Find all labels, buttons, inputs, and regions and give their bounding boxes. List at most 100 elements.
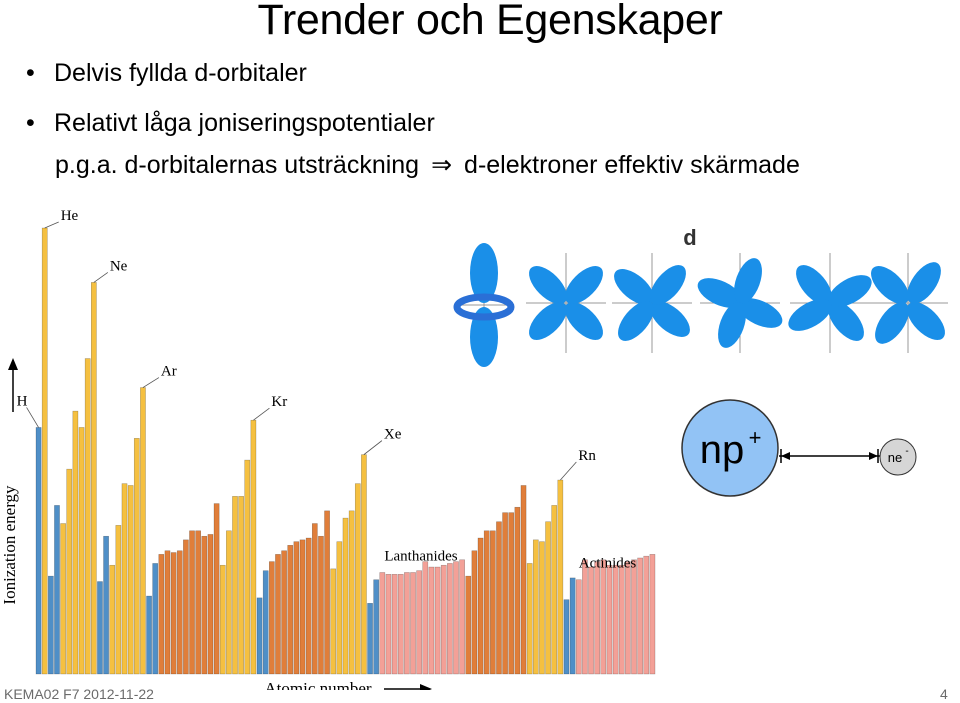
bar-44 <box>299 539 306 675</box>
bar-58 <box>385 574 392 675</box>
bar-30 <box>213 503 220 675</box>
bar-21 <box>158 554 165 675</box>
bar-32 <box>226 530 232 675</box>
bar-86 <box>557 479 564 675</box>
bar-16 <box>127 485 134 675</box>
bar-54 <box>361 454 367 675</box>
bullet-text: Delvis fyllda d-orbitaler <box>54 59 307 87</box>
nucleus-charge: + <box>749 425 762 450</box>
bar-81 <box>526 563 533 675</box>
label-leader-line <box>93 272 109 283</box>
bar-50 <box>336 541 343 675</box>
bar-13 <box>109 564 116 675</box>
bar-18 <box>140 387 146 675</box>
bar-27 <box>195 530 201 675</box>
element-labels: He Ne H Ar Kr Xe Rn Lanthanides Actinides <box>17 208 637 572</box>
bar-87 <box>563 599 570 675</box>
implies-arrow-icon: ⇒ <box>431 151 453 179</box>
page-number: 4 <box>940 686 948 702</box>
nucleus-diagram: np + ne - <box>681 399 917 497</box>
element-label: Ne <box>110 258 128 274</box>
bar-72 <box>471 550 478 675</box>
dx2y2-orbital-icon <box>788 253 872 353</box>
x-axis-arrow-icon <box>384 684 432 690</box>
sub-bullet: p.g.a. d-orbitalernas utsträckning ⇒ d-ele… <box>55 150 800 180</box>
bar-95 <box>612 564 619 675</box>
bar-53 <box>354 483 361 675</box>
bar-91 <box>588 566 594 675</box>
bar-19 <box>146 595 152 675</box>
bar-1 <box>35 427 42 675</box>
bar-68 <box>447 563 453 675</box>
bar-28 <box>201 535 208 675</box>
bar-17 <box>133 438 140 675</box>
bar-29 <box>207 534 214 675</box>
bar-20 <box>152 563 159 675</box>
bar-82 <box>532 539 539 675</box>
bar-22 <box>164 550 171 675</box>
label-leader-line <box>560 461 577 481</box>
bar-93 <box>600 559 607 675</box>
nucleus-circle <box>681 399 779 497</box>
bar-37 <box>256 597 263 675</box>
orbital-label: d <box>683 225 696 250</box>
dxy-orbital-icon <box>697 253 783 353</box>
bullet-dot-icon: • <box>26 59 35 87</box>
bar-10 <box>91 282 97 675</box>
label-leader-line <box>253 407 270 421</box>
bar-52 <box>348 510 355 675</box>
bullet-item: • Relativt låga joniseringspotentialer <box>26 109 435 138</box>
bar-97 <box>625 561 631 675</box>
sub-bullet-left: p.g.a. d-orbitalernas utsträckning <box>55 151 420 179</box>
bar-43 <box>293 541 300 675</box>
footer-text: KEMA02 F7 2012-11-22 <box>4 686 154 702</box>
bar-26 <box>189 530 195 675</box>
bar-67 <box>440 564 447 675</box>
bullet-dot-icon: • <box>26 109 35 137</box>
bar-77 <box>502 512 508 675</box>
bar-70 <box>459 559 465 675</box>
bar-94 <box>606 564 613 675</box>
d5-orbital-icon <box>868 253 948 353</box>
bar-88 <box>569 577 576 675</box>
ionization-chart: He Ne H Ar Kr Xe Rn Lanthanides Actinides Ioniza… <box>0 208 948 690</box>
bar-69 <box>453 561 459 675</box>
bar-78 <box>508 512 515 675</box>
bar-62 <box>410 572 416 675</box>
bar-39 <box>269 561 275 675</box>
bar-14 <box>115 525 122 675</box>
element-label: He <box>61 208 79 224</box>
label-leader-line <box>44 221 59 229</box>
bar-4 <box>54 505 60 675</box>
bar-79 <box>514 506 521 675</box>
bar-90 <box>582 559 588 675</box>
bar-60 <box>397 574 404 675</box>
element-label: H <box>17 393 28 409</box>
bar-9 <box>84 358 91 675</box>
dyz-orbital-icon <box>612 253 692 353</box>
bar-63 <box>416 570 422 675</box>
group-label: Lanthanides <box>384 548 457 564</box>
bar-12 <box>103 535 109 675</box>
bar-55 <box>367 603 373 675</box>
element-label: Kr <box>271 394 287 410</box>
bar-46 <box>311 523 318 675</box>
label-leader-line <box>26 407 39 428</box>
bar-89 <box>575 579 582 675</box>
electron-label: ne <box>888 450 902 465</box>
bar-8 <box>78 427 85 675</box>
bar-75 <box>490 530 496 675</box>
bar-38 <box>262 570 269 675</box>
bar-47 <box>318 535 324 675</box>
bar-group <box>35 227 656 675</box>
bar-7 <box>72 410 79 675</box>
bar-40 <box>275 554 281 675</box>
electron-charge: - <box>905 446 908 457</box>
electron-circle <box>879 438 917 476</box>
bar-101 <box>649 554 656 675</box>
group-label: Actinides <box>579 556 637 572</box>
bar-33 <box>232 496 238 675</box>
nucleus-label: np <box>700 428 745 472</box>
bar-64 <box>422 561 429 675</box>
bar-100 <box>643 555 650 675</box>
